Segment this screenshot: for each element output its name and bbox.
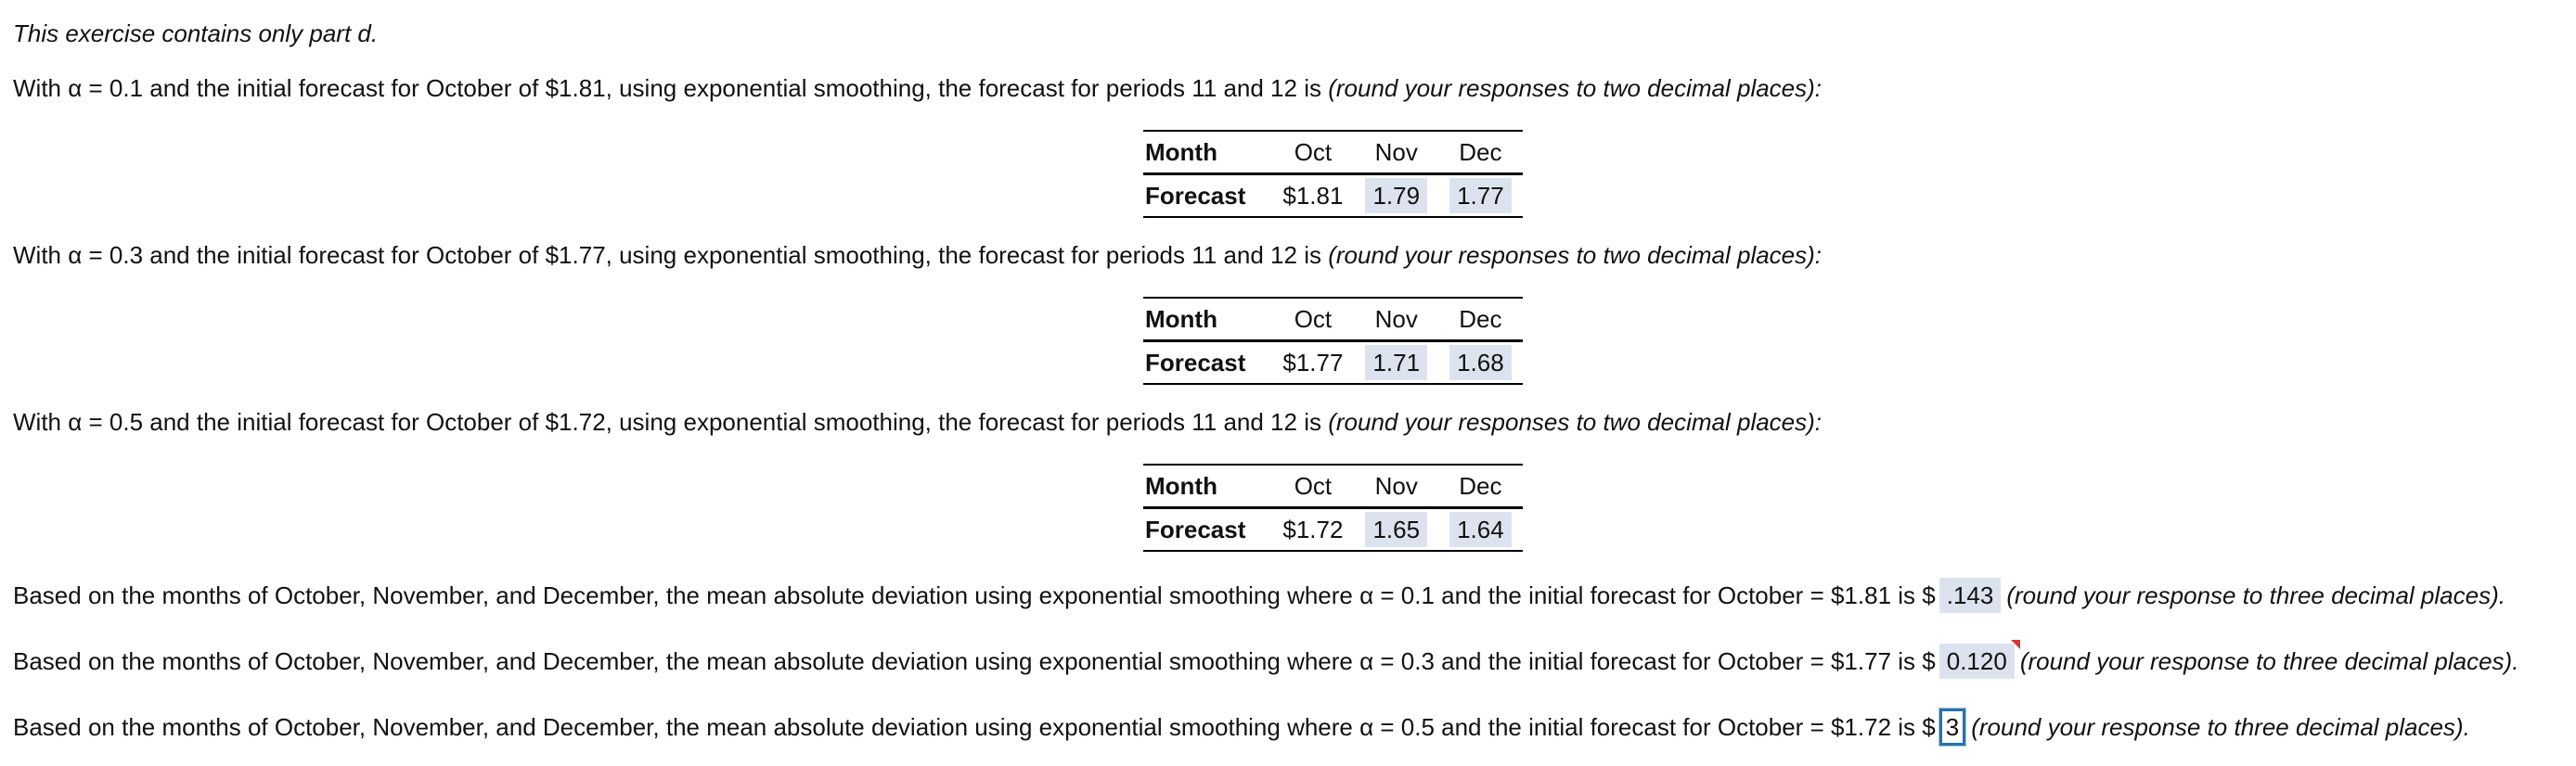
question: With α = 0.5 and the initial forecast fo… [13,403,1822,440]
forecast-table: Month Oct Nov Dec Forecast $1.81 1.79 1.77 [1143,130,1523,218]
header-row: Month Oct Nov Dec [1143,464,1523,509]
mad-question: Based on the months of October, November… [13,577,2505,614]
answer-input[interactable]: 1.65 [1365,511,1428,547]
question: With α = 0.1 and the initial forecast fo… [13,70,1822,107]
answer-input[interactable]: 1.71 [1365,344,1428,380]
header-cell: Month [1143,130,1272,175]
data-cell: 1.71 [1354,340,1439,385]
forecast-table: Month Oct Nov Dec Forecast $1.77 1.71 1.68 [1143,297,1523,385]
rounding-note: (round your response to three decimal pl… [2019,647,2519,675]
mad-question: Based on the months of October, November… [13,640,2519,680]
header-row: Month Oct Nov Dec [1143,297,1523,342]
rounding-note: (round your responses to two decimal pla… [1328,74,1823,102]
data-cell: Forecast [1143,507,1272,552]
data-cell: 1.77 [1438,173,1523,218]
data-cell: 1.68 [1438,340,1523,385]
forecast-table: Month Oct Nov Dec Forecast $1.72 1.65 1.64 [1143,464,1523,552]
question-text: With α = 0.3 and the initial forecast fo… [13,241,1321,269]
data-row: Forecast $1.81 1.79 1.77 [1143,173,1523,218]
header-cell: Oct [1271,464,1355,509]
rounding-note: (round your responses to two decimal pla… [1328,408,1823,436]
header-cell: Dec [1438,297,1523,342]
intro: This exercise contains only part d. [13,19,379,47]
answer-input[interactable]: 1.68 [1449,344,1512,380]
answer-input[interactable]: .143 [1938,578,2002,613]
question-text: Based on the months of October, November… [13,647,1936,675]
header-cell: Month [1143,297,1272,342]
header-cell: Nov [1354,130,1439,175]
data-cell: $1.77 [1271,340,1355,385]
header-cell: Oct [1271,130,1355,175]
mad-question: Based on the months of October, November… [13,708,2470,747]
header-cell: Dec [1438,464,1523,509]
data-row: Forecast $1.77 1.71 1.68 [1143,340,1523,385]
answer-input[interactable]: 1.64 [1449,511,1512,547]
data-cell: $1.81 [1271,173,1355,218]
rounding-note: (round your responses to two decimal pla… [1328,241,1823,269]
question-text: With α = 0.5 and the initial forecast fo… [13,408,1321,436]
data-cell: $1.72 [1271,507,1355,552]
data-cell: 1.65 [1354,507,1439,552]
data-cell: 1.64 [1438,507,1523,552]
question-text: Based on the months of October, November… [13,581,1936,609]
header-cell: Month [1143,464,1272,509]
answer-input[interactable]: 3 [1938,708,1967,747]
question: With α = 0.3 and the initial forecast fo… [13,236,1822,274]
data-cell: Forecast [1143,340,1272,385]
header-cell: Nov [1354,297,1439,342]
header-cell: Nov [1354,464,1439,509]
question-text: Based on the months of October, November… [13,713,1936,741]
data-cell: 1.79 [1354,173,1439,218]
rounding-note: (round your response to three decimal pl… [1971,713,2470,741]
header-cell: Dec [1438,130,1523,175]
data-row: Forecast $1.72 1.65 1.64 [1143,507,1523,552]
question-text: With α = 0.1 and the initial forecast fo… [13,74,1321,102]
answer-input[interactable]: 1.77 [1449,177,1512,213]
rounding-note: (round your response to three decimal pl… [2006,581,2505,609]
header-row: Month Oct Nov Dec [1143,130,1523,175]
answer-input[interactable]: 0.120 [1938,640,2020,679]
answer-input[interactable]: 1.79 [1365,177,1428,213]
data-cell: Forecast [1143,173,1272,218]
header-cell: Oct [1271,297,1355,342]
